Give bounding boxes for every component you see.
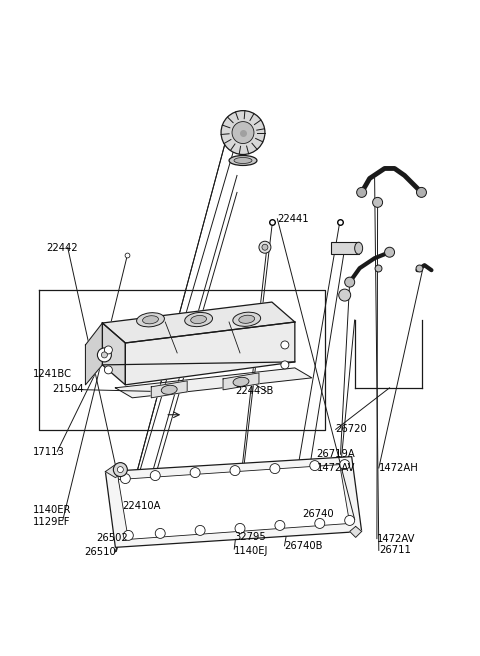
Polygon shape: [102, 302, 295, 343]
Bar: [331, 242, 359, 255]
Polygon shape: [106, 457, 361, 547]
Ellipse shape: [229, 155, 257, 165]
Ellipse shape: [143, 316, 158, 324]
Ellipse shape: [239, 316, 255, 323]
Text: 17113: 17113: [33, 447, 64, 457]
Polygon shape: [106, 464, 125, 478]
Text: 1129EF: 1129EF: [33, 517, 70, 527]
Circle shape: [190, 468, 200, 478]
Polygon shape: [125, 322, 295, 385]
Polygon shape: [119, 464, 350, 539]
Circle shape: [345, 277, 355, 287]
Circle shape: [270, 464, 280, 474]
Text: 26740B: 26740B: [285, 541, 323, 551]
Polygon shape: [223, 373, 259, 390]
Text: 1472AH: 1472AH: [379, 463, 419, 473]
Circle shape: [281, 341, 289, 349]
Text: 22441: 22441: [277, 214, 309, 224]
Circle shape: [345, 516, 355, 525]
Circle shape: [230, 466, 240, 476]
Text: 1472AV: 1472AV: [317, 463, 355, 473]
Ellipse shape: [191, 316, 206, 323]
Circle shape: [97, 348, 111, 362]
Circle shape: [150, 470, 160, 481]
Text: 32795: 32795: [234, 532, 266, 543]
Circle shape: [262, 244, 268, 250]
Circle shape: [275, 520, 285, 531]
Polygon shape: [85, 323, 102, 385]
Text: 1472AV: 1472AV: [377, 533, 415, 544]
Circle shape: [232, 121, 254, 144]
Circle shape: [195, 525, 205, 535]
Text: 26510: 26510: [84, 546, 116, 557]
Text: 26719A: 26719A: [317, 449, 355, 459]
Polygon shape: [151, 381, 187, 398]
Circle shape: [221, 111, 265, 155]
Ellipse shape: [161, 385, 177, 394]
Ellipse shape: [185, 312, 213, 327]
Polygon shape: [350, 526, 361, 537]
Circle shape: [310, 461, 320, 470]
Circle shape: [417, 188, 426, 197]
Text: 26711: 26711: [379, 545, 411, 556]
Ellipse shape: [233, 312, 261, 327]
Text: 22410A: 22410A: [123, 501, 161, 511]
Ellipse shape: [233, 377, 249, 386]
Circle shape: [104, 366, 112, 374]
Circle shape: [259, 241, 271, 253]
Text: 1241BC: 1241BC: [33, 369, 72, 379]
Circle shape: [339, 289, 351, 301]
Circle shape: [155, 529, 165, 539]
Text: 26502: 26502: [96, 533, 128, 543]
Circle shape: [235, 523, 245, 533]
Circle shape: [117, 466, 123, 472]
Polygon shape: [102, 323, 125, 385]
Circle shape: [357, 188, 367, 197]
Text: 26720: 26720: [336, 424, 368, 434]
Text: 26740: 26740: [302, 509, 334, 519]
Circle shape: [315, 518, 325, 529]
Text: 22442: 22442: [46, 243, 78, 253]
Circle shape: [120, 474, 130, 483]
Text: 21504: 21504: [52, 384, 84, 394]
Polygon shape: [115, 368, 312, 398]
Circle shape: [281, 361, 289, 369]
Circle shape: [123, 531, 133, 541]
Circle shape: [372, 197, 383, 207]
Text: 1140ER: 1140ER: [33, 506, 71, 516]
Text: 22443B: 22443B: [235, 386, 274, 396]
Circle shape: [101, 352, 108, 358]
Ellipse shape: [355, 242, 363, 255]
Circle shape: [340, 460, 350, 470]
Ellipse shape: [137, 313, 165, 327]
Ellipse shape: [234, 157, 252, 163]
Text: 1140EJ: 1140EJ: [234, 546, 269, 556]
Circle shape: [384, 247, 395, 257]
Circle shape: [113, 462, 127, 476]
Circle shape: [104, 346, 112, 354]
